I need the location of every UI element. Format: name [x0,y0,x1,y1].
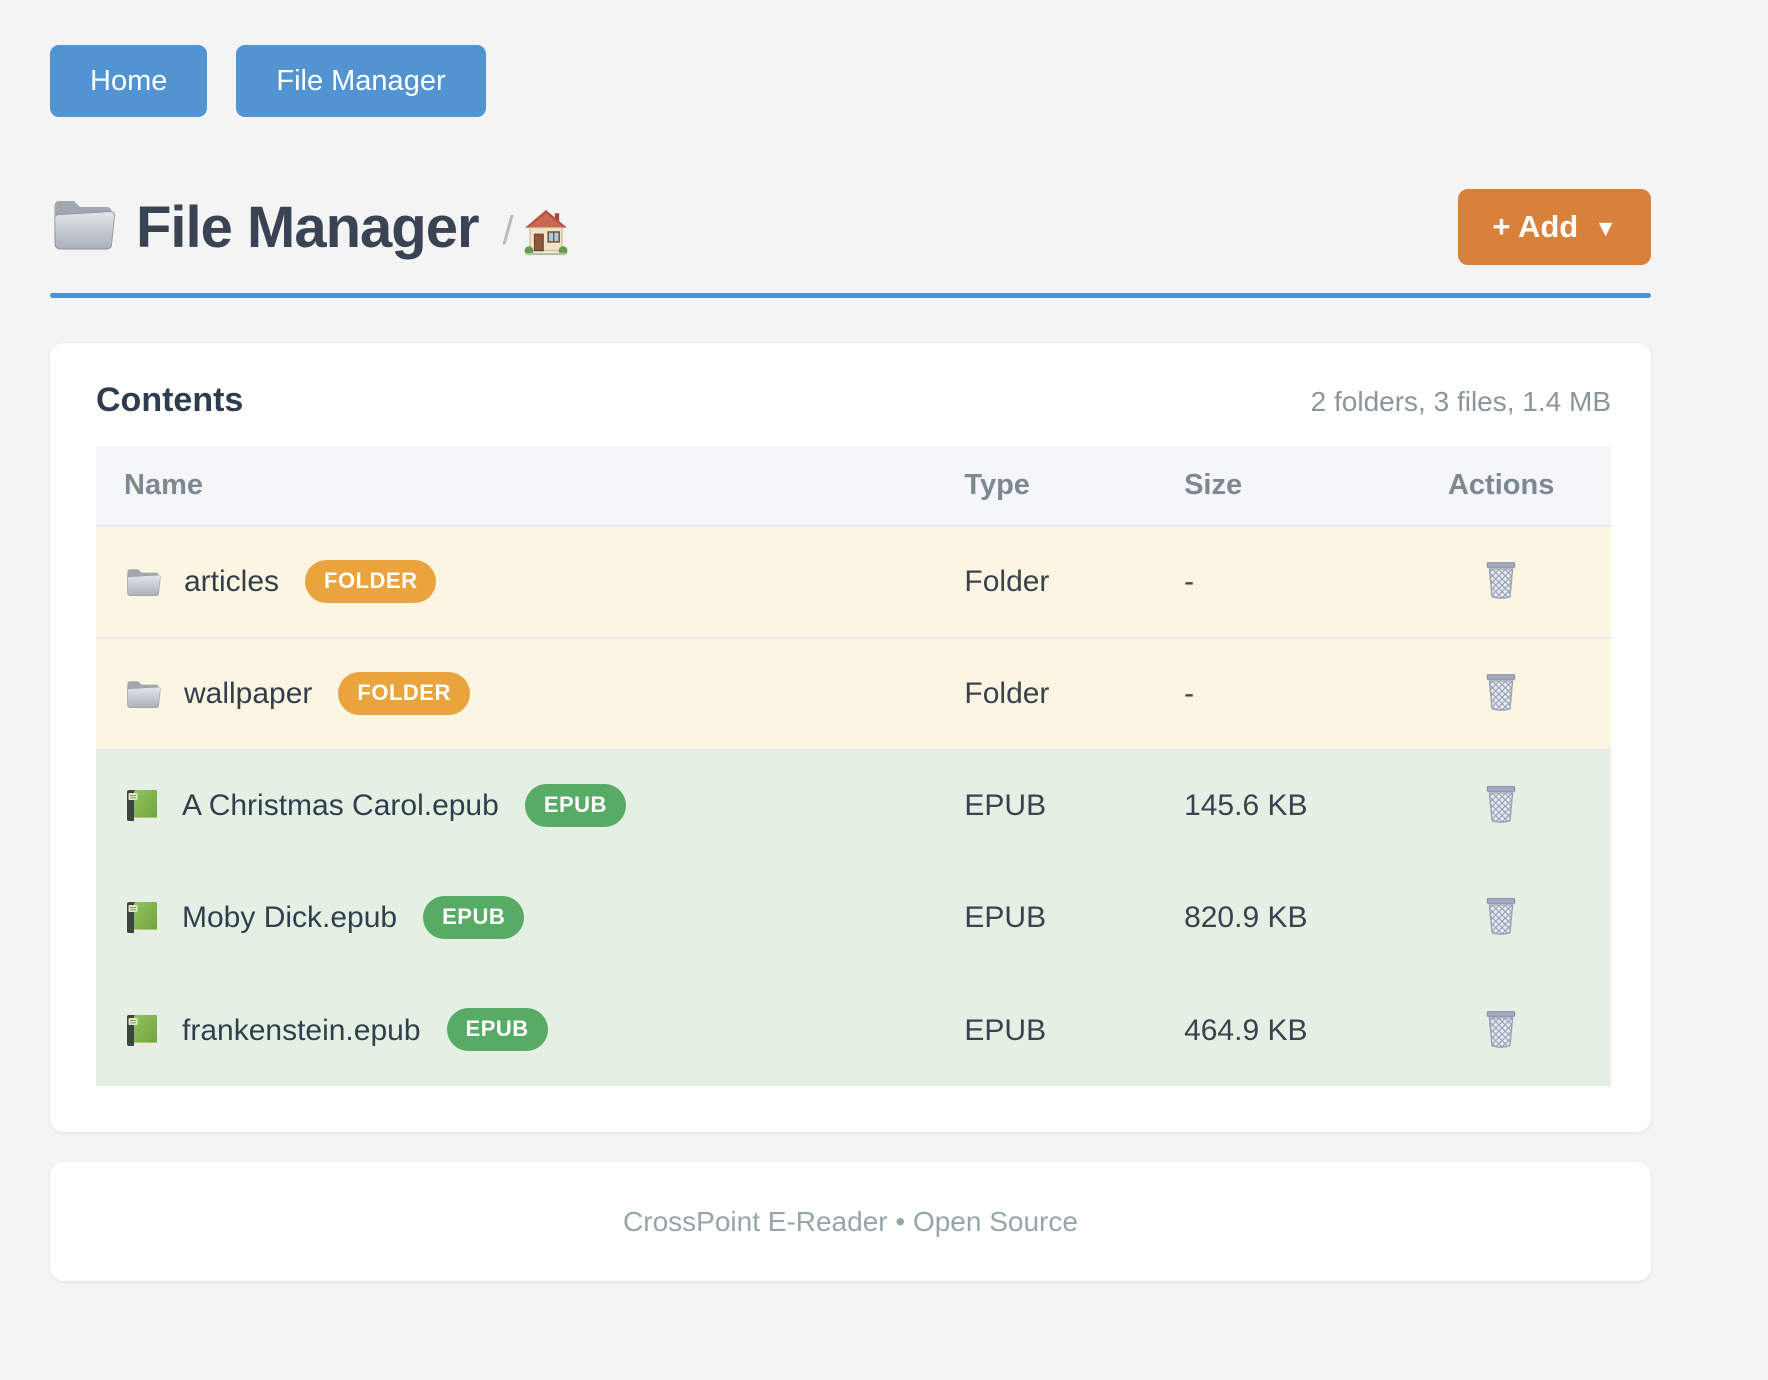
home-icon[interactable] [524,208,568,256]
item-name[interactable]: A Christmas Carol.epub [182,789,499,822]
trash-icon [1483,674,1519,715]
item-name[interactable]: frankenstein.epub [182,1013,421,1047]
delete-button[interactable] [1477,668,1525,716]
delete-button[interactable] [1477,892,1525,940]
add-button[interactable]: + Add ▼ [1458,189,1651,265]
page-title: File Manager [136,194,480,260]
contents-summary: 2 folders, 3 files, 1.4 MB [1310,386,1611,417]
file-manager-page: Home File Manager File Manager / [50,45,1651,1281]
table-row[interactable]: Moby Dick.epub EPUB EPUB 820.9 KB [96,862,1611,974]
table-row[interactable]: A Christmas Carol.epub EPUB EPUB 145.6 KB [96,750,1611,862]
type-badge: EPUB [423,895,525,939]
book-icon [124,1013,160,1049]
trash-icon [1483,1010,1519,1052]
footer: CrossPoint E-Reader • Open Source [50,1162,1651,1281]
accent-divider [50,293,1651,298]
type-badge: FOLDER [338,671,470,715]
item-name[interactable]: wallpaper [184,677,313,710]
table-row[interactable]: articles FOLDER Folder - [96,526,1611,638]
type-badge: EPUB [446,1008,548,1051]
column-header-actions: Actions [1391,446,1611,527]
contents-title: Contents [96,381,244,419]
size-cell: - [1184,565,1195,598]
table-row[interactable]: frankenstein.epub EPUB EPUB 464.9 KB [96,974,1611,1086]
column-header-size: Size [1164,446,1392,527]
type-cell: EPUB [964,1013,1047,1047]
type-cell: EPUB [964,901,1047,934]
column-header-type: Type [944,446,1165,527]
size-cell: - [1184,677,1195,710]
breadcrumb-separator: / [502,208,514,253]
book-icon [124,900,160,936]
type-cell: EPUB [964,789,1047,822]
type-badge: EPUB [524,783,626,827]
delete-button[interactable] [1477,1005,1525,1053]
size-cell: 464.9 KB [1184,1013,1308,1047]
delete-button[interactable] [1477,556,1525,604]
item-name[interactable]: Moby Dick.epub [182,901,398,934]
file-table: Name Type Size Actions articles FOLDER Fol… [96,446,1611,1086]
folder-icon [124,566,162,599]
folder-icon [124,678,162,711]
book-icon [124,788,160,824]
type-cell: Folder [964,677,1050,710]
top-nav: Home File Manager [50,45,1651,117]
size-cell: 820.9 KB [1184,901,1308,934]
column-header-name: Name [96,446,945,527]
contents-header: Contents 2 folders, 3 files, 1.4 MB [96,381,1611,420]
trash-icon [1483,786,1519,827]
nav-file-manager-button[interactable]: File Manager [236,45,486,117]
title-group: File Manager / [50,194,1458,261]
type-cell: Folder [964,565,1050,598]
trash-icon [1483,898,1519,939]
footer-text: CrossPoint E-Reader • Open Source [623,1205,1078,1237]
delete-button[interactable] [1477,780,1525,828]
caret-down-icon: ▼ [1594,214,1617,241]
folder-icon [50,195,116,260]
contents-panel: Contents 2 folders, 3 files, 1.4 MB Name… [50,343,1651,1132]
size-cell: 145.6 KB [1184,789,1308,822]
add-button-label: + Add [1492,209,1579,244]
trash-icon [1483,562,1519,603]
page-header: File Manager / + Add ▼ [50,189,1651,265]
type-badge: FOLDER [305,559,437,603]
nav-home-button[interactable]: Home [50,45,208,117]
table-row[interactable]: wallpaper FOLDER Folder - [96,638,1611,750]
table-header-row: Name Type Size Actions [96,446,1611,527]
item-name[interactable]: articles [184,565,280,598]
